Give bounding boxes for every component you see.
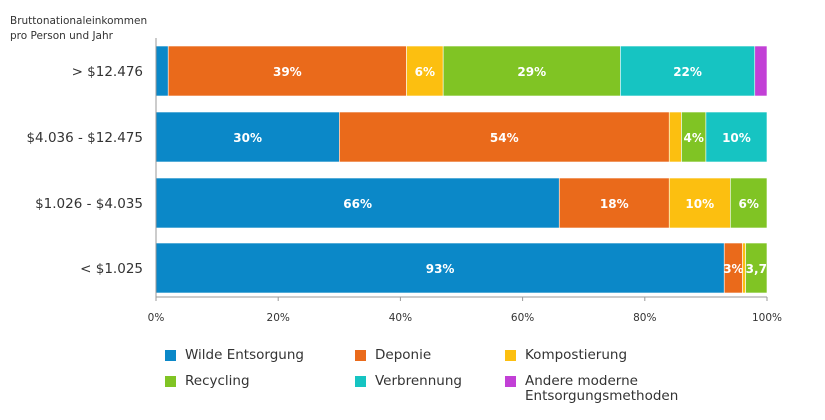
legend-item: Verbrennung	[355, 374, 462, 389]
legend-item: Kompostierung	[505, 348, 627, 363]
legend-label: Deponie	[375, 347, 432, 363]
data-label: 22%	[673, 65, 702, 79]
data-label: 66%	[343, 197, 372, 211]
bar-segment	[155, 45, 169, 97]
data-label: 10%	[722, 131, 751, 145]
data-label: 4%	[683, 131, 703, 145]
legend-swatch	[165, 350, 176, 361]
legend-swatch	[505, 376, 516, 387]
bar-segment	[745, 242, 768, 294]
data-label: 6%	[415, 65, 435, 79]
legend-item: Wilde Entsorgung	[165, 348, 304, 363]
bar-segment	[155, 242, 725, 294]
x-tick-label: 100%	[752, 312, 782, 324]
bar-segment	[705, 111, 768, 163]
data-label: 18%	[600, 197, 629, 211]
bar-segment	[620, 45, 756, 97]
legend-swatch	[355, 350, 366, 361]
bar-segment	[155, 111, 340, 163]
bar-segment	[338, 111, 670, 163]
data-label: 3,7	[746, 262, 767, 276]
x-tick-label: 40%	[389, 312, 412, 324]
category-label: $1.026 - $4.035	[35, 196, 143, 212]
y-axis-title: Bruttonationaleinkommen pro Person und J…	[10, 15, 148, 42]
legend-swatch	[165, 376, 176, 387]
data-label: 54%	[490, 131, 519, 145]
legend-swatch	[355, 376, 366, 387]
legend-item: Andere moderne Entsorgungsmethoden	[505, 374, 678, 404]
bar-segment	[668, 111, 682, 163]
bar-segment	[668, 177, 731, 229]
legend-label: Wilde Entsorgung	[185, 347, 304, 363]
bar-segment	[406, 45, 444, 97]
category-label: $4.036 - $12.475	[26, 130, 143, 146]
bar-segment	[167, 45, 407, 97]
data-label: 30%	[233, 131, 262, 145]
x-tick-label: 0%	[148, 312, 165, 324]
bar-segment	[681, 111, 707, 163]
x-tick-label: 80%	[633, 312, 656, 324]
x-tick-label: 20%	[267, 312, 290, 324]
bar-segment	[558, 177, 670, 229]
legend-item: Deponie	[355, 348, 431, 363]
category-label: > $12.476	[72, 64, 143, 80]
data-label: 29%	[517, 65, 546, 79]
bar-segment	[442, 45, 621, 97]
bar-segment	[730, 177, 768, 229]
category-label: < $1.025	[80, 261, 143, 277]
bar-segment	[754, 45, 768, 97]
data-label: 6%	[738, 197, 758, 211]
data-label: 3%	[723, 262, 743, 276]
data-label: 93%	[426, 262, 455, 276]
legend-label: Andere moderne Entsorgungsmethoden	[525, 373, 679, 404]
data-label: 10%	[685, 197, 714, 211]
legend-label: Verbrennung	[375, 373, 462, 389]
x-tick-label: 60%	[511, 312, 534, 324]
legend-swatch	[505, 350, 516, 361]
data-label: 39%	[273, 65, 302, 79]
legend-label: Recycling	[185, 373, 250, 389]
legend-label: Kompostierung	[525, 347, 628, 363]
legend-item: Recycling	[165, 374, 250, 389]
